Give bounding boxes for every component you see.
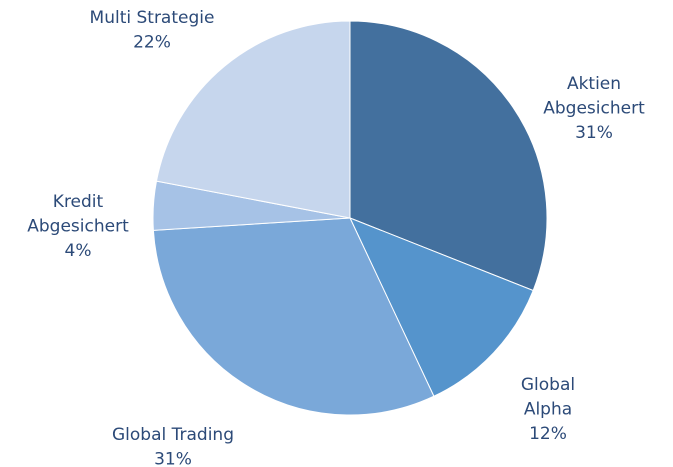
- slice-label: Multi Strategie: [90, 8, 215, 28]
- slice-value-label: 31%: [575, 123, 613, 143]
- slice-value-label: 4%: [65, 241, 92, 261]
- slice-value-label: 22%: [133, 33, 171, 53]
- pie-slice: [349, 217, 534, 397]
- slice-label: Kredit Abgesichert: [27, 192, 129, 237]
- label-line: Aktien: [567, 74, 621, 94]
- label-line: Abgesichert: [543, 99, 645, 119]
- slice-label: Global Trading: [112, 425, 234, 445]
- label-line: Global: [521, 375, 575, 395]
- label-line: Abgesichert: [27, 217, 129, 237]
- pie-slice: [155, 20, 351, 219]
- label-line: Kredit: [53, 192, 104, 212]
- pie-slice: [152, 217, 435, 416]
- label-line: Alpha: [524, 400, 572, 420]
- slice-value-label: 31%: [154, 450, 192, 467]
- pie-slice: [349, 20, 548, 292]
- slice-label: Global Alpha: [521, 375, 575, 420]
- slice-label: Aktien Abgesichert: [543, 74, 645, 119]
- slice-value-label: 12%: [529, 424, 567, 444]
